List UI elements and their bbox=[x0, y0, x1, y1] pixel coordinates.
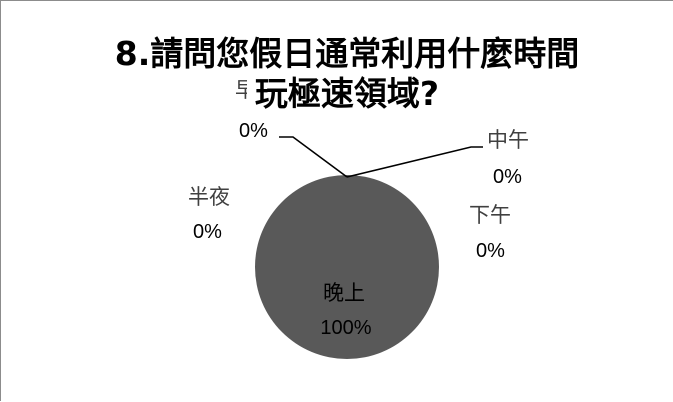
percent-noon: 0% bbox=[493, 166, 522, 188]
leader-line-noon bbox=[346, 146, 483, 178]
chart-title-line-1: 8.請問您假日通常利用什麼時間 bbox=[115, 34, 580, 73]
percent-evening: 100% bbox=[320, 317, 371, 339]
leader-line-morning bbox=[279, 136, 348, 178]
pie-slice-evening bbox=[255, 175, 439, 359]
label-noon: 中午 bbox=[487, 128, 529, 152]
title-backing bbox=[247, 73, 447, 111]
label-midnight: 半夜 bbox=[188, 185, 230, 209]
chart-title-line-2: 玩極速領域? bbox=[255, 74, 439, 113]
label-evening: 晚上 bbox=[323, 281, 365, 305]
label-afternoon: 下午 bbox=[469, 203, 511, 227]
percent-midnight: 0% bbox=[193, 221, 222, 243]
percent-afternoon: 0% bbox=[476, 240, 505, 262]
percent-morning: 0% bbox=[239, 120, 268, 142]
